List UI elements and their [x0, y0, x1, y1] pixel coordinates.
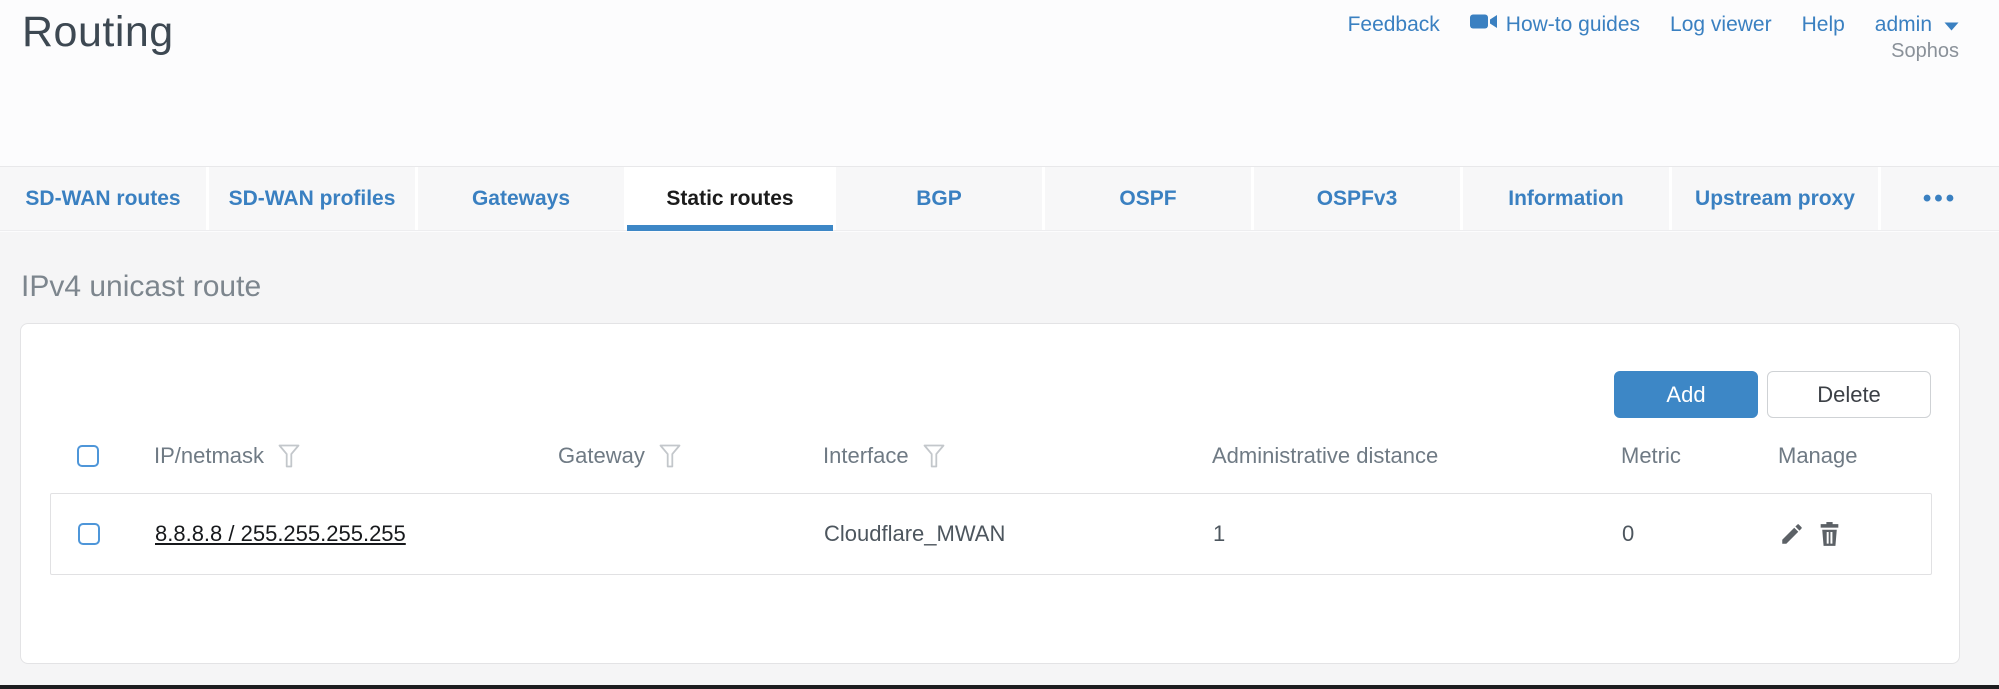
tab-gateways[interactable]: Gateways	[418, 167, 627, 230]
video-camera-icon	[1469, 12, 1498, 37]
column-header-gateway: Gateway	[535, 443, 800, 469]
content-area: IPv4 unicast route Add Delete IP/netmask…	[0, 232, 1999, 685]
column-header-interface: Interface	[800, 443, 1189, 469]
routing-tabbar: SD-WAN routes SD-WAN profiles Gateways S…	[0, 166, 1999, 231]
tab-sdwan-routes[interactable]: SD-WAN routes	[0, 167, 209, 230]
header-checkbox-cell	[50, 445, 131, 467]
feedback-link[interactable]: Feedback	[1348, 13, 1440, 37]
top-navigation: Feedback How-to guides Log viewer Help a…	[1348, 12, 1959, 37]
column-label: Gateway	[558, 443, 645, 468]
add-button[interactable]: Add	[1614, 371, 1758, 418]
section-heading: IPv4 unicast route	[21, 270, 262, 303]
column-label: Manage	[1778, 443, 1858, 468]
metric-cell: 0	[1599, 521, 1756, 547]
chevron-down-icon	[1944, 13, 1959, 37]
column-label: Administrative distance	[1212, 443, 1439, 468]
manage-cell	[1756, 521, 1931, 548]
table-toolbar: Add Delete	[1614, 371, 1931, 418]
filter-icon[interactable]	[923, 444, 945, 469]
log-viewer-label: Log viewer	[1670, 12, 1772, 36]
tab-information[interactable]: Information	[1463, 167, 1672, 230]
log-viewer-link[interactable]: Log viewer	[1670, 13, 1772, 37]
tab-ospf[interactable]: OSPF	[1045, 167, 1254, 230]
tab-bgp[interactable]: BGP	[836, 167, 1045, 230]
interface-value: Cloudflare_MWAN	[824, 521, 1006, 546]
ipv4-unicast-route-card: Add Delete IP/netmask Gateway Interfac	[20, 323, 1960, 664]
page-header: Routing Feedback How-to guides Log viewe…	[0, 0, 1999, 166]
brand-label: Sophos	[1891, 40, 1959, 62]
row-checkbox-cell	[51, 523, 132, 545]
tab-upstream-proxy[interactable]: Upstream proxy	[1672, 167, 1881, 230]
admin-label: admin	[1874, 12, 1932, 36]
filter-icon[interactable]	[278, 444, 300, 469]
feedback-label: Feedback	[1347, 12, 1440, 36]
table-row: 8.8.8.8 / 255.255.255.255 Cloudflare_MWA…	[50, 493, 1932, 575]
column-header-metric: Metric	[1598, 443, 1755, 469]
tab-static-routes[interactable]: Static routes	[627, 167, 836, 231]
filter-icon[interactable]	[659, 444, 681, 469]
interface-cell: Cloudflare_MWAN	[801, 521, 1190, 547]
help-label: Help	[1801, 12, 1845, 36]
how-to-guides-label: How-to guides	[1505, 12, 1641, 36]
column-header-ip-netmask: IP/netmask	[131, 443, 535, 469]
tab-ospfv3[interactable]: OSPFv3	[1254, 167, 1463, 230]
delete-trash-icon[interactable]	[1817, 521, 1842, 548]
tab-sdwan-profiles[interactable]: SD-WAN profiles	[209, 167, 418, 230]
edit-pencil-icon[interactable]	[1779, 521, 1805, 547]
column-header-manage: Manage	[1755, 443, 1932, 469]
column-header-administrative-distance: Administrative distance	[1189, 443, 1598, 469]
column-label: Interface	[823, 443, 909, 468]
tab-overflow-button[interactable]: •••	[1881, 167, 1999, 230]
row-checkbox[interactable]	[78, 523, 100, 545]
select-all-checkbox[interactable]	[77, 445, 99, 467]
table-header-row: IP/netmask Gateway Interface Administrat…	[50, 431, 1932, 481]
how-to-guides-link[interactable]: How-to guides	[1469, 12, 1641, 37]
column-label: IP/netmask	[154, 443, 265, 468]
delete-button[interactable]: Delete	[1767, 371, 1931, 418]
administrative-distance-value: 1	[1213, 521, 1226, 546]
route-link[interactable]: 8.8.8.8 / 255.255.255.255	[155, 521, 406, 546]
admin-menu[interactable]: admin	[1875, 13, 1959, 37]
page-title: Routing	[22, 8, 174, 56]
window-bottom-edge	[0, 685, 1999, 689]
metric-value: 0	[1622, 521, 1635, 546]
help-link[interactable]: Help	[1802, 13, 1845, 37]
administrative-distance-cell: 1	[1190, 521, 1599, 547]
ip-netmask-cell: 8.8.8.8 / 255.255.255.255	[132, 521, 536, 547]
column-label: Metric	[1621, 443, 1681, 468]
